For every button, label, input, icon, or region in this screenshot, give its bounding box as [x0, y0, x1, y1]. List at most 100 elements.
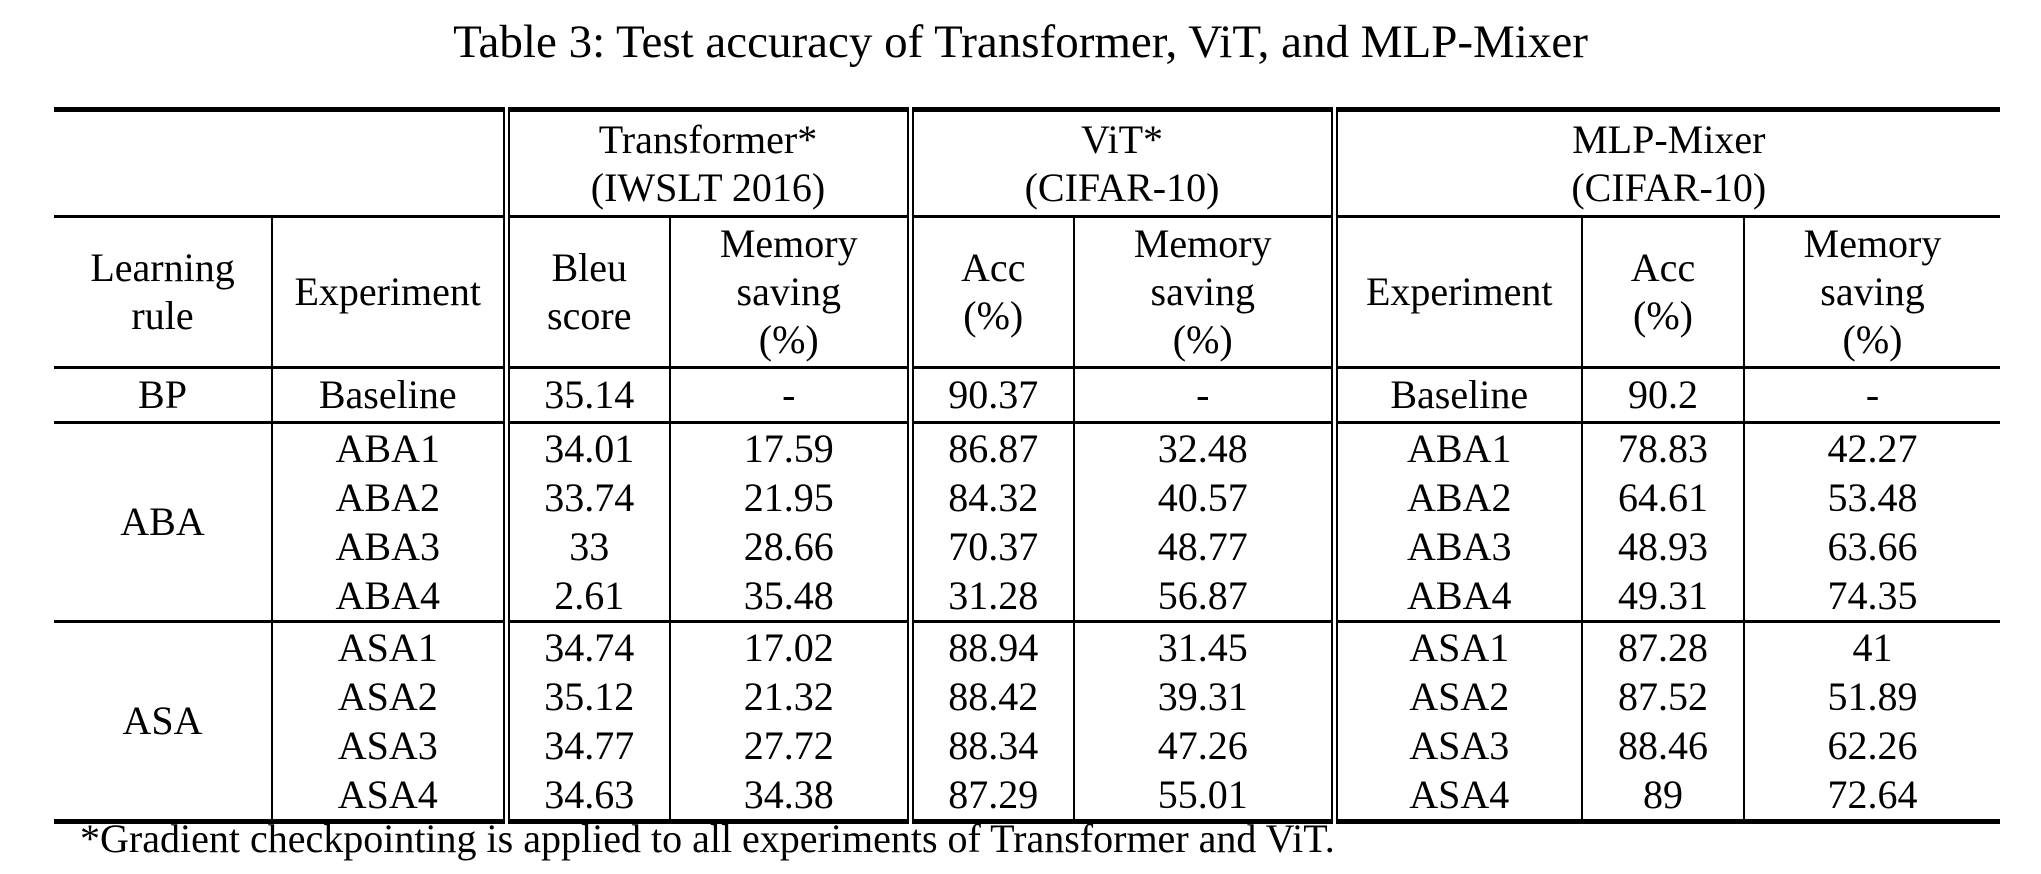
- table-row: ABA4 2.61 35.48 31.28 56.87 ABA4 49.31 7…: [54, 571, 2001, 622]
- results-table: Transformer* (IWSLT 2016) ViT* (CIFAR-10…: [54, 107, 2001, 824]
- bleu-cell: 35.12: [502, 672, 670, 721]
- vit-memory-cell: 48.77: [1073, 522, 1334, 571]
- transformer-memory-cell: 17.59: [669, 422, 910, 473]
- vit-acc-cell: 88.94: [906, 621, 1074, 672]
- group-name: ViT*: [1080, 116, 1164, 162]
- vit-memory-cell: 55.01: [1073, 770, 1334, 824]
- experiment-header: Experiment: [271, 216, 506, 368]
- vit-memory-cell: 40.57: [1073, 473, 1334, 522]
- transformer-memory-cell: 27.72: [669, 721, 910, 770]
- vit-memory-cell: 32.48: [1073, 422, 1334, 473]
- mixer-memory-cell: 74.35: [1742, 571, 2001, 622]
- mixer-experiment-cell: ABA1: [1330, 422, 1582, 473]
- mixer-memory-cell: -: [1742, 367, 2001, 423]
- bleu-cell: 33.74: [502, 473, 670, 522]
- vit-acc-header: Acc (%): [906, 216, 1074, 368]
- bleu-cell: 34.77: [502, 721, 670, 770]
- mixer-acc-cell: 87.52: [1581, 672, 1744, 721]
- mixer-acc-cell: 87.28: [1581, 621, 1744, 672]
- mixer-memory-cell: 51.89: [1742, 672, 2001, 721]
- mixer-memory-cell: 41: [1742, 621, 2001, 672]
- mixer-acc-cell: 88.46: [1581, 721, 1744, 770]
- experiment-cell: ABA1: [271, 422, 506, 473]
- table-row: ASA4 34.63 34.38 87.29 55.01 ASA4 89 72.…: [54, 770, 2001, 824]
- vit-group-header: ViT* (CIFAR-10): [906, 109, 1334, 217]
- experiment-cell: Baseline: [271, 367, 506, 423]
- vit-memory-cell: 31.45: [1073, 621, 1334, 672]
- mixer-experiment-cell: ASA3: [1330, 721, 1582, 770]
- vit-acc-cell: 88.42: [906, 672, 1074, 721]
- mixer-experiment-cell: ABA3: [1330, 522, 1582, 571]
- transformer-memory-cell: 28.66: [669, 522, 910, 571]
- experiment-cell: ASA4: [271, 770, 506, 824]
- transformer-memory-cell: -: [669, 367, 910, 423]
- learning-rule-cell: ASA: [54, 621, 272, 824]
- experiment-cell: ASA2: [271, 672, 506, 721]
- bleu-cell: 34.74: [502, 621, 670, 672]
- table-row: ABA3 33 28.66 70.37 48.77 ABA3 48.93 63.…: [54, 522, 2001, 571]
- vit-acc-cell: 90.37: [906, 367, 1074, 423]
- mixer-experiment-cell: ABA2: [1330, 473, 1582, 522]
- mixer-experiment-cell: ABA4: [1330, 571, 1582, 622]
- mixer-acc-cell: 49.31: [1581, 571, 1744, 622]
- mixer-memory-cell: 53.48: [1742, 473, 2001, 522]
- group-dataset: (CIFAR-10): [1024, 164, 1220, 210]
- mixer-acc-header: Acc (%): [1581, 216, 1744, 368]
- experiment-cell: ASA3: [271, 721, 506, 770]
- mixer-experiment-cell: ASA1: [1330, 621, 1582, 672]
- mixer-memory-header: Memory saving (%): [1742, 216, 2001, 368]
- experiment-cell: ASA1: [271, 621, 506, 672]
- mixer-acc-cell: 90.2: [1581, 367, 1744, 423]
- learning-rule-cell: ABA: [120, 499, 205, 544]
- vit-acc-cell: 87.29: [906, 770, 1074, 824]
- group-name: MLP-Mixer: [1572, 116, 1766, 162]
- transformer-memory-cell: 21.95: [669, 473, 910, 522]
- mixer-experiment-cell: ASA4: [1330, 770, 1582, 824]
- vit-memory-cell: 56.87: [1073, 571, 1334, 622]
- table-row: ASA ASA1 34.74 17.02 88.94 31.45 ASA1 87…: [54, 621, 2001, 824]
- mixer-memory-cell: 62.26: [1742, 721, 2001, 770]
- header-corner: [54, 110, 506, 217]
- bleu-cell: 35.14: [502, 367, 670, 423]
- group-dataset: (CIFAR-10): [1571, 164, 1767, 210]
- table-row: ASA2 35.12 21.32 88.42 39.31 ASA2 87.52 …: [54, 672, 2001, 721]
- group-header-row: Transformer* (IWSLT 2016) ViT* (CIFAR-10…: [54, 109, 2001, 217]
- bleu-cell: 34.01: [502, 422, 670, 473]
- vit-acc-cell: 86.87: [906, 422, 1074, 473]
- experiment-cell: ABA2: [271, 473, 506, 522]
- learning-rule-header: Learning rule: [90, 245, 235, 338]
- vit-memory-cell: 47.26: [1073, 721, 1334, 770]
- experiment-cell: ABA4: [271, 571, 506, 622]
- column-header-row: Learning rule Experiment Bleu score Memo…: [54, 216, 2001, 368]
- transformer-memory-cell: 17.02: [669, 621, 910, 672]
- mixer-memory-cell: 63.66: [1742, 522, 2001, 571]
- table-row: ABA ABA1 34.01 17.59 86.87 32.48 ABA1 78…: [54, 422, 2001, 544]
- transformer-memory-cell: 35.48: [669, 571, 910, 622]
- mixer-experiment-cell: Baseline: [1330, 367, 1582, 423]
- mixer-acc-cell: 78.83: [1581, 422, 1744, 473]
- vit-acc-cell: 70.37: [906, 522, 1074, 571]
- vit-memory-cell: 39.31: [1073, 672, 1334, 721]
- vit-memory-cell: -: [1073, 367, 1334, 423]
- transformer-memory-cell: 34.38: [669, 770, 910, 824]
- experiment-cell: ABA3: [271, 522, 506, 571]
- mixer-acc-cell: 48.93: [1581, 522, 1744, 571]
- vit-acc-cell: 84.32: [906, 473, 1074, 522]
- mixer-experiment-header: Experiment: [1330, 216, 1582, 368]
- transformer-memory-cell: 21.32: [669, 672, 910, 721]
- vit-acc-cell: 31.28: [906, 571, 1074, 622]
- vit-memory-header: Memory saving (%): [1073, 216, 1334, 368]
- mixer-memory-cell: 42.27: [1742, 422, 2001, 473]
- bleu-header: Bleu score: [502, 216, 670, 368]
- transformer-group-header: Transformer* (IWSLT 2016): [502, 109, 910, 217]
- table-row: ABA2 33.74 21.95 84.32 40.57 ABA2 64.61 …: [54, 473, 2001, 522]
- group-name: Transformer*: [598, 116, 818, 162]
- mixer-group-header: MLP-Mixer (CIFAR-10): [1330, 109, 2001, 217]
- bleu-cell: 33: [502, 522, 670, 571]
- learning-rule-cell: BP: [138, 372, 187, 417]
- transformer-memory-header: Memory saving (%): [669, 216, 910, 368]
- bleu-cell: 2.61: [502, 571, 670, 622]
- table-row: ASA3 34.77 27.72 88.34 47.26 ASA3 88.46 …: [54, 721, 2001, 770]
- bleu-cell: 34.63: [502, 770, 670, 824]
- mixer-memory-cell: 72.64: [1742, 770, 2001, 824]
